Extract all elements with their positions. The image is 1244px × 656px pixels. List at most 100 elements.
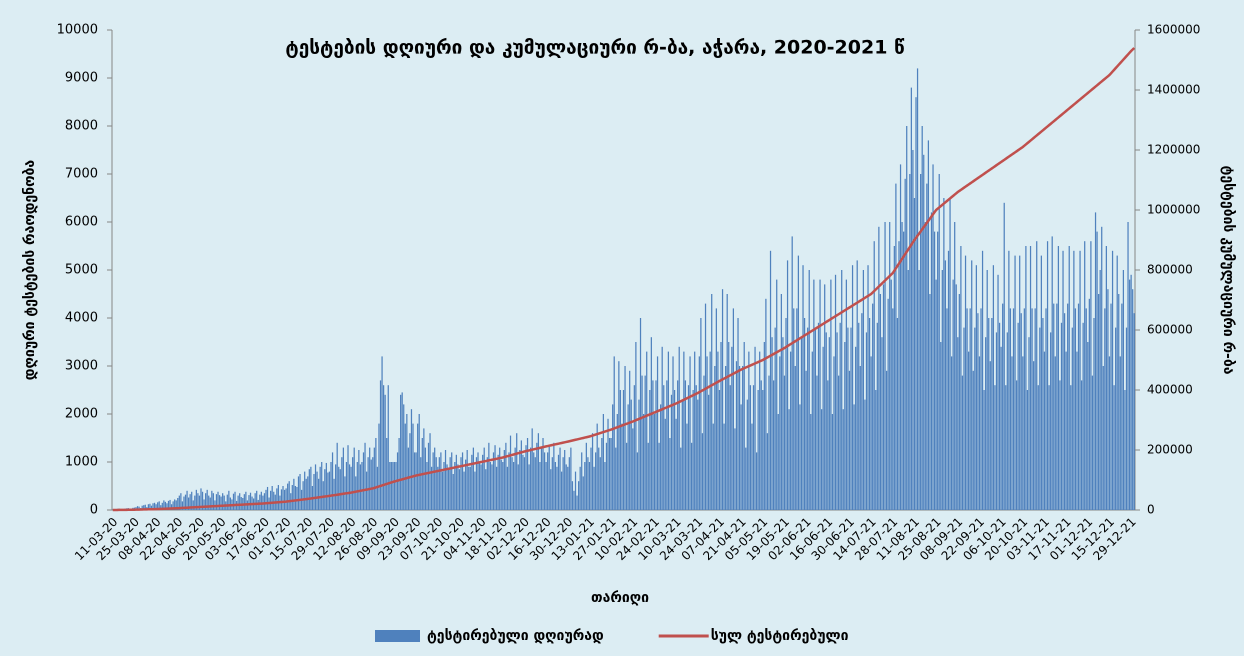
bar bbox=[644, 375, 646, 510]
bar bbox=[495, 466, 498, 510]
bar bbox=[585, 442, 587, 510]
bar bbox=[622, 390, 625, 510]
bar bbox=[1000, 346, 1002, 510]
bar bbox=[765, 298, 767, 510]
bar bbox=[564, 450, 566, 510]
bar bbox=[768, 375, 770, 510]
bar bbox=[752, 385, 755, 510]
bar bbox=[692, 390, 694, 510]
bar bbox=[175, 500, 177, 510]
bar bbox=[961, 375, 964, 510]
bar bbox=[373, 447, 375, 510]
bar bbox=[697, 399, 699, 510]
bar bbox=[748, 351, 750, 510]
bar bbox=[376, 466, 379, 510]
chart-title: ტესტების დღიური და კუმულაციური რ-ბა, აჭა… bbox=[285, 37, 905, 59]
bar bbox=[499, 447, 501, 510]
bar bbox=[882, 284, 885, 510]
bar bbox=[537, 433, 539, 510]
bar bbox=[695, 385, 697, 510]
bar bbox=[528, 464, 530, 510]
bar bbox=[469, 466, 471, 510]
bar bbox=[1130, 274, 1132, 510]
bar bbox=[1104, 308, 1106, 510]
bar bbox=[576, 495, 578, 510]
bar bbox=[169, 499, 171, 510]
bar bbox=[1115, 327, 1117, 510]
bar bbox=[1080, 380, 1083, 510]
bar bbox=[590, 447, 592, 510]
line bbox=[112, 47, 1136, 512]
bar bbox=[299, 474, 301, 510]
bar bbox=[294, 486, 297, 510]
bar bbox=[773, 380, 775, 510]
bar bbox=[596, 423, 598, 510]
bar bbox=[610, 438, 612, 510]
bar bbox=[763, 342, 765, 510]
bar bbox=[471, 454, 473, 510]
bar bbox=[153, 502, 156, 510]
bar bbox=[579, 466, 581, 510]
bar bbox=[285, 488, 287, 510]
bar bbox=[313, 474, 315, 510]
bar bbox=[731, 346, 733, 510]
bar bbox=[694, 351, 696, 510]
bar bbox=[435, 457, 437, 510]
bar bbox=[994, 385, 996, 510]
bar bbox=[751, 423, 753, 510]
bar bbox=[700, 318, 702, 510]
y-tick-label: 4000 bbox=[65, 311, 98, 326]
bar bbox=[766, 433, 769, 510]
bar bbox=[675, 418, 677, 510]
bar bbox=[828, 337, 830, 510]
bar bbox=[440, 452, 442, 510]
bar bbox=[475, 457, 478, 510]
bar bbox=[1128, 279, 1131, 510]
bar bbox=[164, 501, 167, 510]
bar bbox=[734, 428, 736, 510]
bar bbox=[769, 250, 772, 511]
bar bbox=[680, 447, 682, 510]
bar bbox=[500, 459, 502, 510]
bar bbox=[729, 385, 731, 510]
bar bbox=[746, 399, 748, 510]
bar bbox=[670, 394, 673, 510]
bar bbox=[810, 414, 812, 510]
bar bbox=[831, 414, 834, 510]
bar bbox=[195, 489, 197, 510]
bar bbox=[1132, 289, 1134, 510]
bar bbox=[817, 322, 820, 510]
bar bbox=[615, 447, 617, 510]
bar bbox=[531, 428, 533, 510]
bar bbox=[1019, 255, 1021, 510]
bar bbox=[404, 423, 406, 510]
bar bbox=[254, 493, 256, 510]
bar bbox=[359, 464, 362, 510]
bar bbox=[992, 265, 995, 510]
bar bbox=[923, 154, 925, 511]
x-axis-label: თარიღი bbox=[591, 590, 649, 606]
bar bbox=[141, 505, 143, 510]
bar bbox=[509, 435, 512, 510]
bar bbox=[797, 255, 800, 510]
bar bbox=[726, 294, 728, 510]
legend-label: ტესტირებული დღიურად bbox=[427, 628, 604, 644]
bar bbox=[457, 464, 459, 510]
bar bbox=[375, 438, 377, 510]
bar bbox=[663, 385, 665, 510]
bar bbox=[345, 462, 348, 510]
bar bbox=[780, 294, 782, 510]
bar bbox=[554, 462, 557, 510]
bar bbox=[706, 356, 708, 510]
bar bbox=[759, 351, 761, 510]
bar bbox=[790, 351, 792, 510]
bar bbox=[906, 126, 908, 510]
bar bbox=[595, 452, 597, 510]
bar bbox=[1011, 356, 1013, 510]
bar bbox=[367, 457, 369, 510]
bar bbox=[458, 469, 461, 510]
bar bbox=[652, 380, 654, 510]
bar bbox=[205, 493, 207, 510]
bar bbox=[220, 496, 222, 510]
bar bbox=[1096, 231, 1098, 510]
